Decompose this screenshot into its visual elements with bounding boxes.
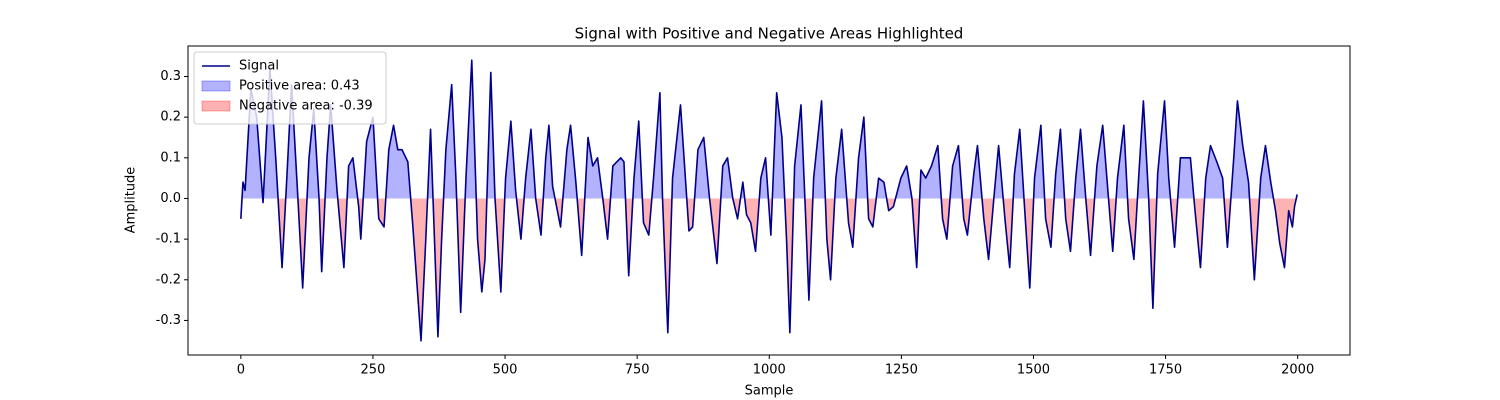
y-axis-label: Amplitude xyxy=(124,167,139,234)
x-tick-label: 1750 xyxy=(1149,363,1182,378)
x-axis-label: Sample xyxy=(745,384,794,399)
y-tick-label: -0.2 xyxy=(156,272,181,287)
x-tick-label: 500 xyxy=(493,363,518,378)
legend-label: Positive area: 0.43 xyxy=(239,79,360,94)
legend: Signal Positive area: 0.43 Negative area: … xyxy=(193,51,387,125)
x-tick-label: 2000 xyxy=(1281,363,1314,378)
y-tick-label: -0.3 xyxy=(156,313,181,328)
legend-label: Negative area: -0.39 xyxy=(239,99,373,114)
x-tick-label: 0 xyxy=(237,363,245,378)
y-tick-label: 0.2 xyxy=(160,110,181,125)
y-tick-label: 0.3 xyxy=(160,69,181,84)
y-tick-label: 0.0 xyxy=(160,191,181,206)
x-tick-label: 1000 xyxy=(753,363,786,378)
legend-swatch xyxy=(201,100,231,112)
chart-title: Signal with Positive and Negative Areas … xyxy=(575,25,964,43)
area-fill xyxy=(240,60,1298,199)
legend-box xyxy=(193,51,387,125)
signal-line xyxy=(240,59,1298,342)
legend-label: Signal xyxy=(239,59,279,74)
legend-swatch xyxy=(201,80,231,92)
x-tick-label: 750 xyxy=(625,363,650,378)
x-tick-label: 1250 xyxy=(885,363,918,378)
x-tick-label: 1500 xyxy=(1017,363,1050,378)
y-tick-label: 0.1 xyxy=(160,150,181,165)
x-tick-label: 250 xyxy=(361,363,386,378)
y-tick-label: -0.1 xyxy=(156,232,181,247)
